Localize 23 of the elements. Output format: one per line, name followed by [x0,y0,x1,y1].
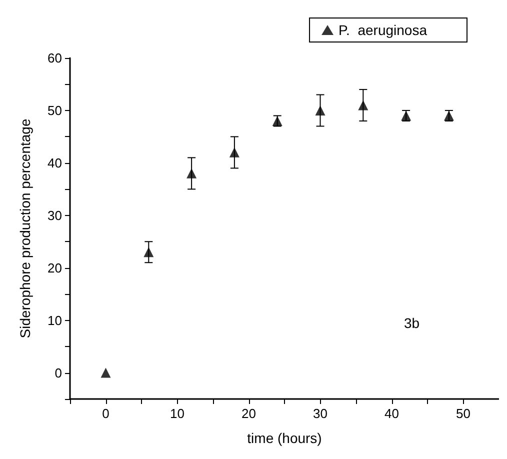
x-tick-label: 40 [384,406,399,421]
x-axis-title: time (hours) [247,430,322,446]
y-axis-title: Siderophore production percentage [17,118,33,338]
x-tick-label: 30 [313,406,328,421]
x-tick-label: 50 [456,406,470,421]
x-tick-label: 0 [102,406,110,421]
annotation: 3b [404,315,420,331]
y-tick-label: 10 [48,312,62,328]
y-tick-label: 0 [54,365,62,380]
point [144,247,154,258]
point [186,168,197,178]
point [358,100,368,110]
y-tick-label: 40 [48,155,62,170]
point [229,147,240,158]
point [315,105,326,116]
y-tick-label: 20 [48,260,62,276]
y-tick-label: 60 [48,50,62,66]
x-tick-label: 10 [170,406,184,421]
y-tick-label: 30 [48,208,62,223]
x-tick-label: 20 [242,406,256,421]
point [100,368,111,378]
legend-label: P. aeruginosa [338,22,428,38]
y-tick-label: 50 [48,102,62,118]
